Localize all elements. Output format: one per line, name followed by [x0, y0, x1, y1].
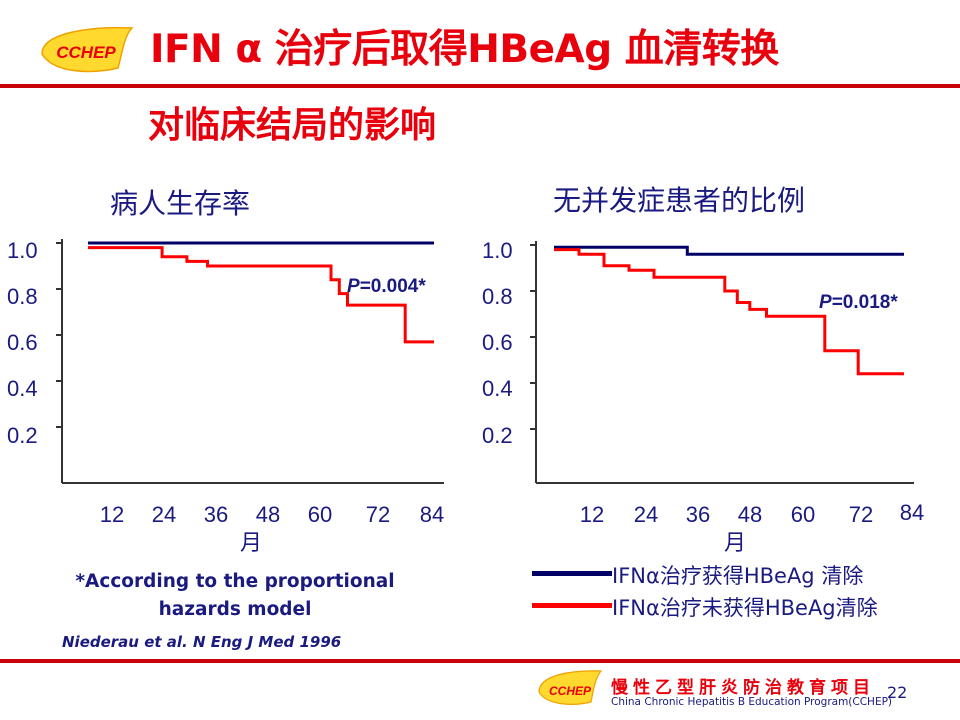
x-tick-label: 12 [100, 502, 124, 527]
logo-text: CCHEP [56, 43, 116, 62]
logo-text: CCHEP [549, 684, 592, 698]
citation: Niederau et al. N Eng J Med 1996 [62, 633, 342, 651]
cchep-logo: CCHEP [41, 26, 134, 73]
slide-subtitle: 对临床结局的影响 [148, 105, 437, 146]
footnote-line: hazards model [158, 599, 312, 620]
footnote: *According to the proportional hazards m… [50, 568, 420, 624]
x-tick-label: 48 [256, 502, 280, 527]
y-tick-labels: 1.0 0.8 0.6 0.4 0.2 [7, 238, 38, 448]
header-divider [0, 84, 960, 88]
y-tick-label: 0.2 [482, 423, 513, 448]
y-tick-label: 1.0 [7, 238, 38, 263]
x-tick-label: 36 [686, 502, 710, 527]
y-tick-label: 0.6 [7, 330, 38, 355]
x-tick-label: 12 [580, 502, 604, 527]
x-tick-label: 24 [634, 502, 658, 527]
y-tick-label: 0.4 [482, 376, 513, 401]
org-name-english: China Chronic Hepatitis B Education Prog… [611, 696, 893, 708]
slide-title: IFN α 治疗后取得HBeAg 血清转换 [150, 27, 779, 72]
x-axis-label: 月 [724, 530, 746, 555]
x-tick-label: 72 [366, 502, 390, 527]
legend-swatch-navy [532, 571, 612, 576]
x-tick-label: 84 [420, 502, 444, 527]
x-tick-label: 84 [900, 500, 924, 525]
y-tick-label: 0.2 [7, 423, 38, 448]
x-tick-labels: 12 24 36 48 60 72 84 [580, 500, 924, 527]
p-value-annotation: P=0.004* [347, 276, 426, 297]
p-value-annotation: P=0.018* [819, 292, 898, 313]
series-line-cleared [554, 245, 904, 256]
page-number: 22 [887, 683, 908, 702]
legend-label: IFNα治疗获得HBeAg 清除 [612, 564, 864, 588]
x-tick-label: 72 [849, 502, 873, 527]
x-tick-label: 60 [308, 502, 332, 527]
legend-swatch-red [532, 603, 612, 608]
x-tick-label: 24 [152, 502, 176, 527]
series-line-not-cleared [88, 246, 434, 344]
chart-title-complication-free: 无并发症患者的比例 [553, 184, 806, 217]
x-tick-labels: 12 24 36 48 60 72 84 [100, 502, 444, 527]
y-tick-label: 0.8 [7, 284, 38, 309]
footer-divider [0, 659, 960, 663]
y-tick-label: 0.4 [7, 376, 38, 401]
x-tick-label: 48 [738, 502, 762, 527]
y-tick-label: 0.6 [482, 330, 513, 355]
complication-free-chart: 1.0 0.8 0.6 0.4 0.2 12 24 36 48 60 72 84… [482, 238, 924, 555]
survival-chart: 1.0 0.8 0.6 0.4 0.2 12 24 36 48 60 72 84… [7, 238, 444, 555]
y-tick-labels: 1.0 0.8 0.6 0.4 0.2 [482, 238, 513, 448]
chart-title-survival: 病人生存率 [110, 187, 251, 220]
org-name-chinese: 慢性乙型肝炎防治教育项目 [611, 678, 875, 698]
y-tick-label: 0.8 [482, 284, 513, 309]
x-tick-label: 36 [204, 502, 228, 527]
footnote-line: *According to the proportional [75, 571, 395, 592]
cchep-footer-logo: CCHEP [538, 670, 603, 705]
legend-label: IFNα治疗未获得HBeAg清除 [612, 596, 878, 620]
x-axis-label: 月 [240, 530, 262, 555]
y-tick-label: 1.0 [482, 238, 513, 263]
series-line-not-cleared [554, 248, 904, 376]
x-tick-label: 60 [791, 502, 815, 527]
